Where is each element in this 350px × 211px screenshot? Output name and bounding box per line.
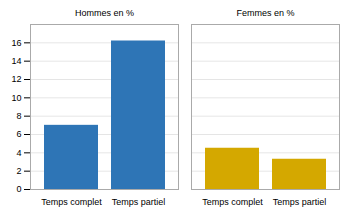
svg-text:12: 12 — [11, 74, 21, 84]
svg-text:Temps complet: Temps complet — [41, 197, 102, 207]
svg-text:Temps complet: Temps complet — [202, 197, 263, 207]
svg-text:0: 0 — [16, 184, 21, 194]
svg-text:8: 8 — [16, 111, 21, 121]
svg-text:6: 6 — [16, 129, 21, 139]
svg-text:10: 10 — [11, 93, 21, 103]
svg-text:Temps partiel: Temps partiel — [273, 197, 327, 207]
svg-text:Hommes en %: Hommes en % — [75, 8, 134, 18]
svg-text:Temps partiel: Temps partiel — [112, 197, 166, 207]
svg-text:16: 16 — [11, 38, 21, 48]
svg-text:Femmes en %: Femmes en % — [236, 8, 294, 18]
svg-text:4: 4 — [16, 148, 21, 158]
svg-text:14: 14 — [11, 56, 21, 66]
svg-text:2: 2 — [16, 166, 21, 176]
